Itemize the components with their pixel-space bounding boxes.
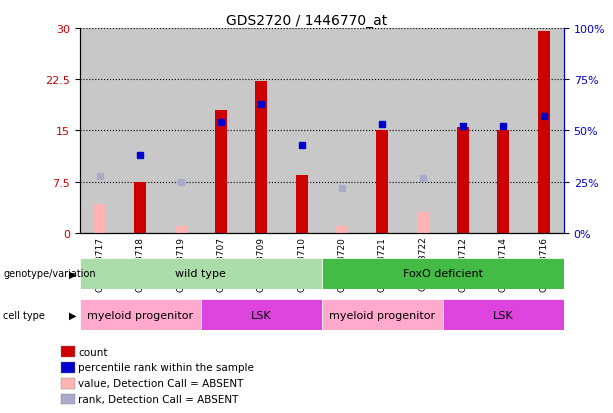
Text: genotype/variation: genotype/variation	[3, 268, 96, 279]
Text: cell type: cell type	[3, 310, 45, 320]
Bar	[403, 29, 443, 233]
Bar	[241, 29, 281, 233]
Text: LSK: LSK	[251, 310, 272, 320]
Bar	[120, 29, 161, 233]
Text: myeloid progenitor: myeloid progenitor	[87, 310, 193, 320]
Bar	[497, 131, 509, 233]
Bar	[175, 226, 186, 233]
Text: percentile rank within the sample: percentile rank within the sample	[78, 363, 254, 373]
Text: LSK: LSK	[493, 310, 514, 320]
Bar	[215, 111, 227, 233]
Bar	[255, 82, 267, 233]
Bar	[80, 258, 322, 289]
Bar	[94, 205, 106, 233]
Bar	[295, 176, 308, 233]
Text: ▶: ▶	[69, 310, 77, 320]
Text: count: count	[78, 347, 108, 357]
Text: GDS2720 / 1446770_at: GDS2720 / 1446770_at	[226, 14, 387, 28]
Text: value, Detection Call = ABSENT: value, Detection Call = ABSENT	[78, 378, 244, 388]
Bar	[538, 32, 550, 233]
Bar	[201, 299, 322, 330]
Bar	[443, 29, 483, 233]
Bar	[322, 29, 362, 233]
Text: myeloid progenitor: myeloid progenitor	[329, 310, 435, 320]
Bar	[336, 226, 348, 233]
Bar	[483, 29, 524, 233]
Text: wild type: wild type	[175, 268, 226, 279]
Bar	[134, 182, 147, 233]
Bar	[524, 29, 564, 233]
Bar	[417, 213, 428, 233]
Text: rank, Detection Call = ABSENT: rank, Detection Call = ABSENT	[78, 394, 239, 404]
Bar	[201, 29, 241, 233]
Bar	[80, 299, 201, 330]
Bar	[457, 128, 469, 233]
Bar	[80, 29, 120, 233]
Bar	[281, 29, 322, 233]
Bar	[161, 29, 201, 233]
Bar	[322, 258, 564, 289]
Text: ▶: ▶	[69, 268, 77, 279]
Bar	[322, 299, 443, 330]
Bar	[443, 299, 564, 330]
Bar	[362, 29, 403, 233]
Bar	[376, 131, 389, 233]
Text: FoxO deficient: FoxO deficient	[403, 268, 483, 279]
